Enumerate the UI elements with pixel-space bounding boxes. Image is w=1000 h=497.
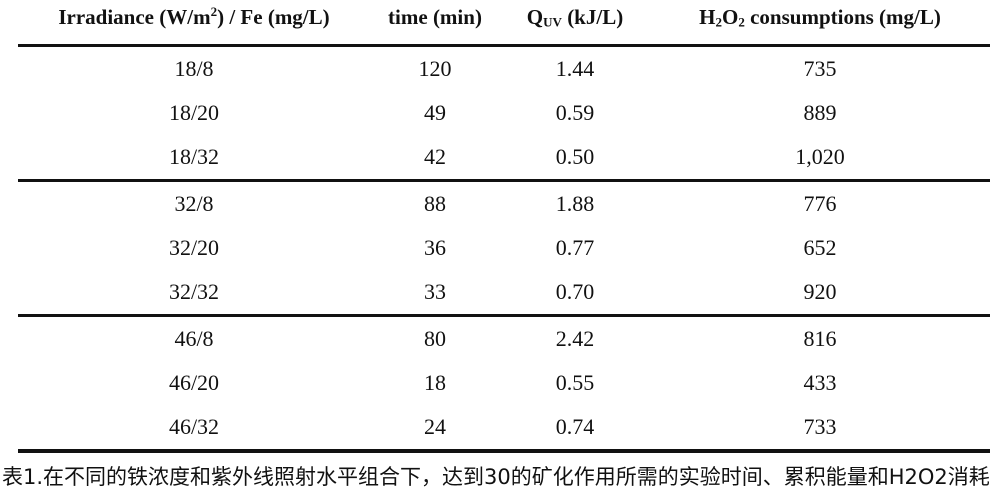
column-header-quv: QUV (kJ/L) (500, 4, 650, 38)
table-rule-top (18, 44, 990, 47)
table-cell-irradiance-fe: 32/8 (174, 191, 214, 216)
header-text: Irradiance (W/m (58, 4, 211, 29)
table-row: 32/8 88 1.88 776 (18, 182, 990, 226)
table-row: 32/32 33 0.70 920 (18, 270, 990, 314)
table-row: 18/32 42 0.50 1,020 (18, 135, 990, 179)
table-group-3: 46/8 80 2.42 816 46/20 18 0.55 433 46/32… (18, 317, 990, 449)
table-cell-h2o2: 776 (803, 191, 837, 216)
table-cell-quv: 0.70 (555, 279, 595, 304)
header-text: Q (526, 4, 544, 29)
table-row: 46/8 80 2.42 816 (18, 317, 990, 361)
table-cell-irradiance-fe: 46/32 (168, 414, 220, 439)
header-text: H (699, 4, 716, 29)
table-cell-h2o2: 816 (803, 326, 837, 351)
table-cell-time: 18 (424, 370, 446, 395)
table-cell-quv: 1.88 (555, 191, 595, 216)
table-cell-h2o2: 735 (803, 56, 837, 81)
table-rule-bottom (18, 449, 990, 453)
table-cell-quv: 1.44 (555, 56, 595, 81)
table-cell-time: 49 (424, 100, 446, 125)
table-row: 46/20 18 0.55 433 (18, 361, 990, 405)
table-cell-quv: 0.74 (555, 414, 595, 439)
table-group-2: 32/8 88 1.88 776 32/20 36 0.77 652 32/32… (18, 182, 990, 314)
column-header-h2o2: H2O2 consumptions (mg/L) (650, 4, 990, 38)
table-cell-quv: 0.50 (555, 144, 595, 169)
table-cell-h2o2: 733 (803, 414, 837, 439)
table-row: 18/8 120 1.44 735 (18, 47, 990, 91)
table-row: 18/20 49 0.59 889 (18, 91, 990, 135)
table-cell-h2o2: 889 (803, 100, 837, 125)
column-header-time: time (min) (370, 4, 500, 38)
table-cell-h2o2: 920 (803, 279, 837, 304)
table-cell-quv: 2.42 (555, 326, 595, 351)
table-cell-time: 80 (424, 326, 446, 351)
table-cell-time: 88 (424, 191, 446, 216)
table-cell-irradiance-fe: 46/8 (174, 326, 214, 351)
table-cell-irradiance-fe: 32/32 (168, 279, 220, 304)
header-text: ) / Fe (mg/L) (217, 4, 330, 29)
header-subscript: UV (543, 13, 562, 29)
table-row: 32/20 36 0.77 652 (18, 226, 990, 270)
header-text: consumptions (mg/L) (744, 4, 941, 29)
table-cell-h2o2: 433 (803, 370, 837, 395)
table-cell-irradiance-fe: 18/8 (174, 56, 214, 81)
table-cell-quv: 0.77 (555, 235, 595, 260)
table-cell-time: 120 (418, 56, 452, 81)
table-cell-irradiance-fe: 32/20 (168, 235, 220, 260)
table-cell-h2o2: 652 (803, 235, 837, 260)
table-cell-time: 24 (424, 414, 446, 439)
table-row: 46/32 24 0.74 733 (18, 405, 990, 449)
table-cell-irradiance-fe: 18/32 (168, 144, 220, 169)
header-subscript: 2 (715, 13, 722, 29)
table-caption: 表1.在不同的铁浓度和紫外线照射水平组合下，达到30的矿化作用所需的实验时间、累… (2, 465, 990, 489)
results-table: Irradiance (W/m2) / Fe (mg/L) time (min)… (18, 0, 990, 453)
table-rule-mid-2 (18, 314, 990, 317)
table-cell-irradiance-fe: 18/20 (168, 100, 220, 125)
table-cell-time: 36 (424, 235, 446, 260)
table-cell-time: 42 (424, 144, 446, 169)
table-cell-time: 33 (424, 279, 446, 304)
table-group-1: 18/8 120 1.44 735 18/20 49 0.59 889 18/3… (18, 47, 990, 179)
table-cell-quv: 0.59 (555, 100, 595, 125)
column-header-irradiance-fe: Irradiance (W/m2) / Fe (mg/L) (18, 3, 370, 38)
table-cell-quv: 0.55 (555, 370, 595, 395)
table-cell-irradiance-fe: 46/20 (168, 370, 220, 395)
header-text: O (721, 4, 739, 29)
header-text: (kJ/L) (561, 4, 624, 29)
header-subscript: 2 (738, 13, 745, 29)
table-rule-mid-1 (18, 179, 990, 182)
header-superscript: 2 (210, 3, 218, 19)
table-cell-h2o2: 1,020 (795, 144, 845, 169)
header-text: time (min) (388, 4, 482, 29)
table-header-row: Irradiance (W/m2) / Fe (mg/L) time (min)… (18, 0, 990, 44)
